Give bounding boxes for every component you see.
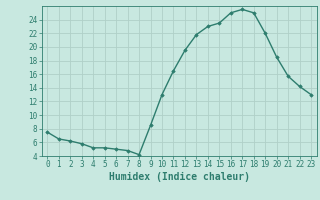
X-axis label: Humidex (Indice chaleur): Humidex (Indice chaleur) bbox=[109, 172, 250, 182]
